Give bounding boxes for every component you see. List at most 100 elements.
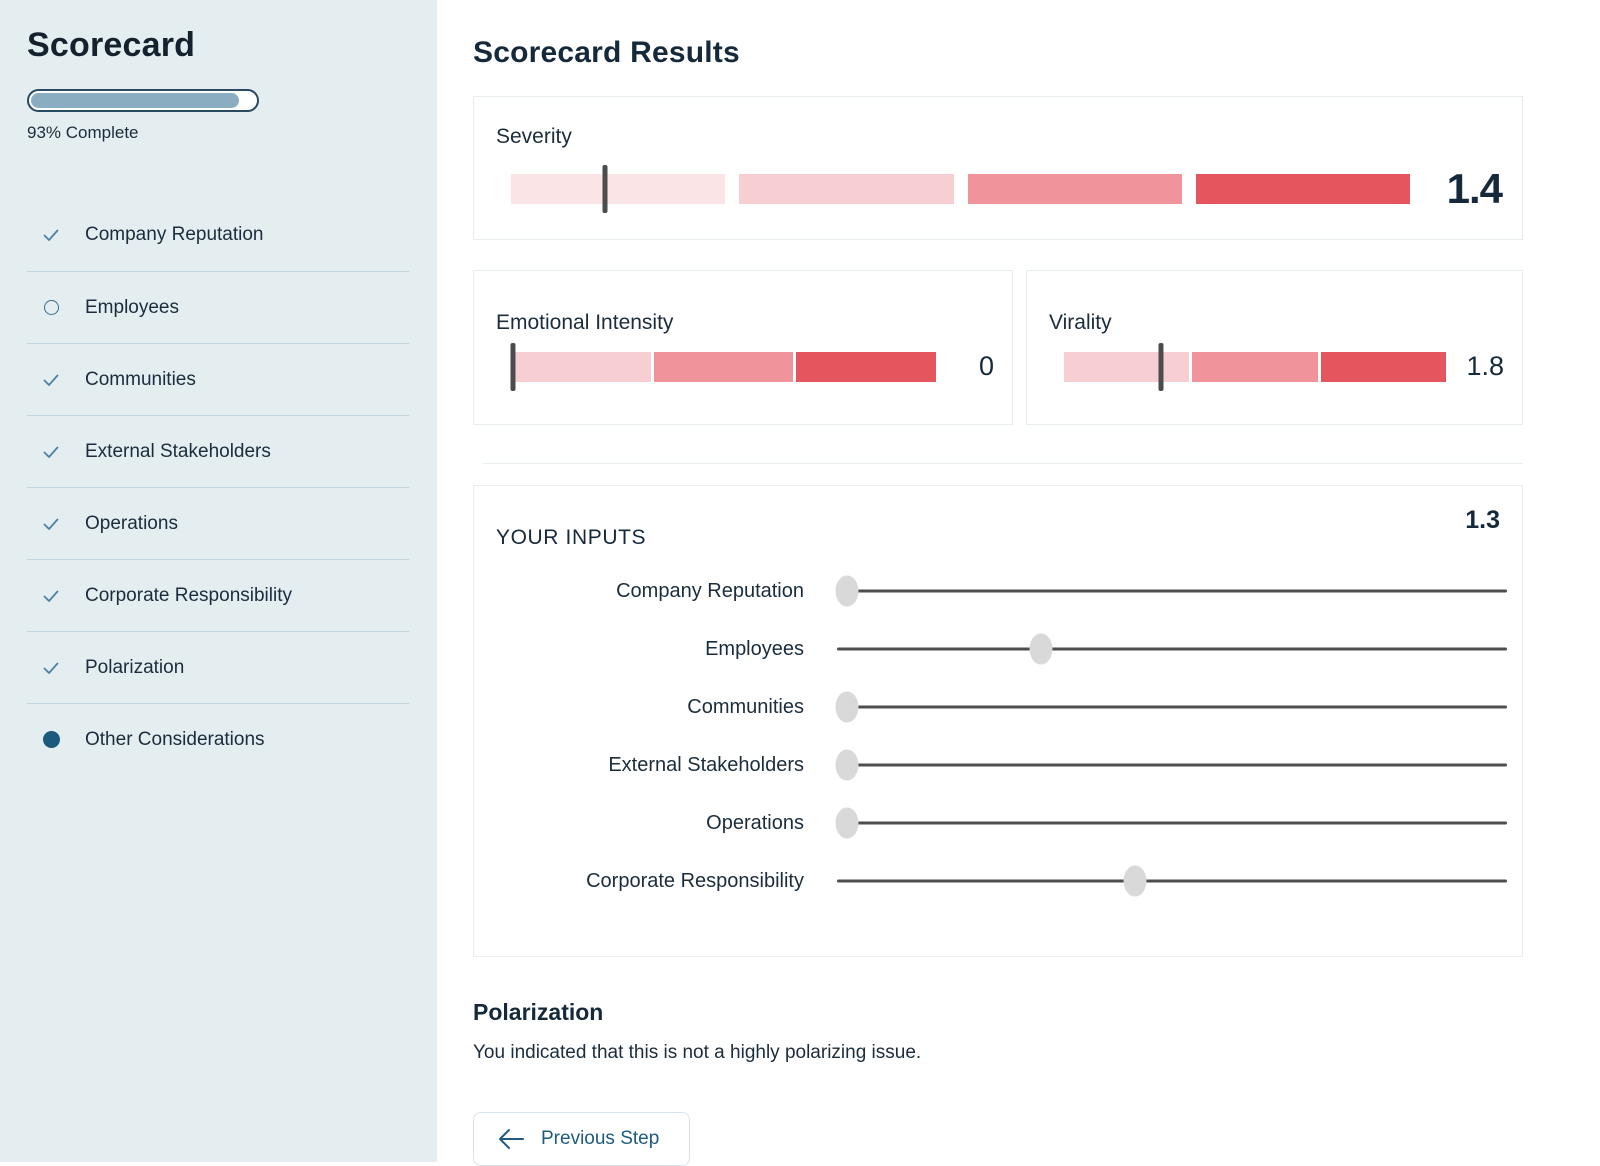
slider-label: Operations (706, 811, 804, 834)
inputs-score-value: 1.3 (1465, 506, 1500, 534)
severity-card: Severity 1.4 (473, 96, 1523, 240)
slider-track[interactable] (837, 763, 1507, 767)
gauge-marker (510, 342, 516, 391)
sidebar-nav: Company Reputation Employees Communities Ex… (27, 199, 409, 775)
slider-thumb[interactable] (1029, 633, 1053, 665)
sidebar-item-operations[interactable]: Operations (27, 487, 409, 559)
progress-bar-fill (31, 93, 240, 108)
virality-card: Virality 1.8 (1026, 270, 1523, 425)
severity-gauge-bar (511, 165, 1410, 213)
virality-value: 1.8 (1466, 351, 1504, 381)
check-icon (41, 370, 61, 390)
gauge-segment-2 (653, 351, 794, 382)
slider-company-reputation[interactable] (835, 574, 1507, 608)
slider-track[interactable] (837, 647, 1507, 651)
sidebar-item-label: Communities (85, 368, 196, 390)
slider-row-employees: Employees (496, 620, 1507, 678)
sidebar-item-external-stakeholders[interactable]: External Stakeholders (27, 415, 409, 487)
gauge-segment-3 (967, 174, 1182, 204)
slider-row-company-reputation: Company Reputation (496, 562, 1507, 620)
slider-label: Communities (687, 695, 804, 718)
previous-step-label: Previous Step (541, 1128, 660, 1149)
sidebar-item-label: Corporate Responsibility (85, 584, 292, 606)
slider-corporate-responsibility[interactable] (837, 864, 1507, 898)
your-inputs-card: 1.3 YOUR INPUTS Company Reputation Employ… (473, 485, 1523, 957)
sidebar-item-employees[interactable]: Employees (27, 271, 409, 343)
gauge-segment-1 (1064, 351, 1190, 382)
circle-icon (41, 298, 61, 318)
slider-label: Corporate Responsibility (586, 869, 804, 892)
gauge-marker (1158, 342, 1164, 391)
sidebar: Scorecard 93% Complete Company Reputatio… (0, 0, 437, 1162)
inputs-title: YOUR INPUTS (496, 526, 647, 549)
gauge-segment-4 (1195, 174, 1410, 204)
slider-external-stakeholders[interactable] (835, 748, 1507, 782)
virality-gauge-row: 1.8 (1049, 342, 1504, 391)
slider-row-corporate-responsibility: Corporate Responsibility (496, 852, 1507, 910)
slider-track[interactable] (837, 879, 1507, 883)
severity-value: 1.4 (1446, 165, 1503, 212)
dot-icon (41, 730, 61, 750)
slider-track[interactable] (837, 589, 1507, 593)
severity-gauge-row: 1.4 (496, 165, 1503, 213)
page-title: Scorecard Results (473, 36, 740, 69)
progress-bar (27, 89, 259, 112)
check-icon (41, 586, 61, 606)
secondary-gauges-row: Emotional Intensity 0 Virality 1.8 (473, 270, 1523, 425)
sidebar-item-label: External Stakeholders (85, 440, 271, 462)
slider-operations[interactable] (835, 806, 1507, 840)
progress-label: 93% Complete (27, 123, 139, 142)
emotional-intensity-label: Emotional Intensity (496, 311, 674, 334)
sidebar-item-label: Other Considerations (85, 728, 265, 750)
severity-label: Severity (496, 125, 572, 148)
slider-employees[interactable] (837, 632, 1507, 666)
slider-track[interactable] (837, 821, 1507, 825)
input-sliders: Company Reputation Employees Communities Ex… (496, 562, 1507, 910)
gauge-segment-3 (796, 351, 937, 382)
polarization-text: You indicated that this is not a highly … (473, 1042, 922, 1063)
gauge-segment-2 (739, 174, 954, 204)
slider-thumb[interactable] (835, 749, 859, 781)
gauge-segment-3 (1320, 351, 1446, 382)
slider-thumb[interactable] (835, 575, 859, 607)
emotional-intensity-value: 0 (978, 351, 994, 381)
sidebar-item-other-considerations[interactable]: Other Considerations (27, 703, 409, 775)
virality-label: Virality (1049, 311, 1112, 334)
slider-communities[interactable] (835, 690, 1507, 724)
polarization-title: Polarization (473, 999, 604, 1025)
slider-row-communities: Communities (496, 678, 1507, 736)
slider-thumb[interactable] (1123, 865, 1147, 897)
sidebar-item-polarization[interactable]: Polarization (27, 631, 409, 703)
virality-gauge-bar (1064, 342, 1446, 391)
emotional-intensity-gauge-row: 0 (496, 342, 994, 391)
sidebar-item-label: Company Reputation (85, 224, 264, 245)
check-icon (41, 225, 61, 245)
sidebar-item-label: Polarization (85, 656, 185, 678)
slider-row-operations: Operations (496, 794, 1507, 852)
sidebar-title: Scorecard (27, 26, 196, 64)
check-icon (41, 514, 61, 534)
slider-label: External Stakeholders (608, 753, 804, 776)
check-icon (41, 442, 61, 462)
slider-thumb[interactable] (835, 691, 859, 723)
gauge-segment-2 (1192, 351, 1318, 382)
slider-thumb[interactable] (835, 807, 859, 839)
gauge-segment-1 (511, 351, 651, 382)
sidebar-item-label: Operations (85, 512, 178, 534)
emotional-intensity-gauge-bar (510, 342, 937, 391)
arrow-left-icon (498, 1128, 524, 1150)
sidebar-item-corporate-responsibility[interactable]: Corporate Responsibility (27, 559, 409, 631)
gauge-segment-1 (511, 174, 726, 204)
slider-track[interactable] (837, 705, 1507, 709)
emotional-intensity-card: Emotional Intensity 0 (473, 270, 1013, 425)
slider-label: Employees (705, 637, 804, 660)
sidebar-item-communities[interactable]: Communities (27, 343, 409, 415)
check-icon (41, 658, 61, 678)
section-divider (483, 463, 1523, 464)
gauge-marker (602, 165, 608, 213)
sidebar-item-company-reputation[interactable]: Company Reputation (27, 199, 409, 271)
slider-label: Company Reputation (616, 579, 804, 602)
slider-row-external-stakeholders: External Stakeholders (496, 736, 1507, 794)
previous-step-button[interactable]: Previous Step (473, 1112, 691, 1166)
main-content: Scorecard Results Severity 1.4 Emotional… (437, 0, 1600, 1166)
